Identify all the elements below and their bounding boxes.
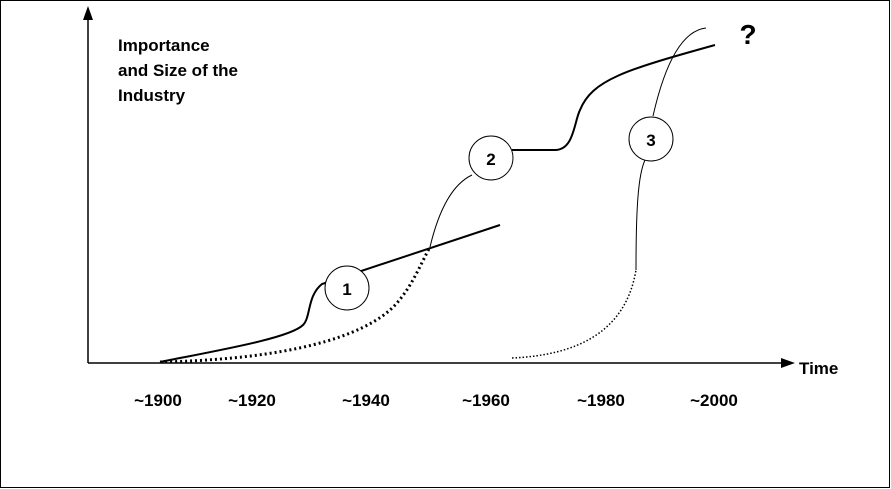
y-axis-label: and Size of the: [118, 61, 238, 80]
stage-circle: [628, 116, 674, 162]
time-label: ~1920: [228, 391, 276, 410]
curve-1: [159, 224, 501, 363]
transition-2: [429, 174, 473, 248]
time-label: ~2000: [690, 391, 738, 410]
question-mark: ?: [739, 19, 756, 50]
y-axis-label: Importance: [118, 36, 210, 55]
time-label: ~1940: [342, 391, 390, 410]
y-axis-label: Industry: [118, 86, 186, 105]
x-axis-arrow: [781, 358, 795, 368]
time-label: ~1980: [577, 391, 625, 410]
stage-label: 2: [486, 150, 495, 169]
time-label: ~1960: [462, 391, 510, 410]
stage-label: 1: [342, 280, 351, 299]
curve-3-upper: [652, 27, 707, 117]
y-axis-arrow: [83, 6, 93, 20]
stage-label: 3: [646, 131, 655, 150]
stage-circle: [324, 265, 370, 311]
emerging-curve-3: [511, 269, 637, 359]
curve-2: [512, 44, 716, 151]
x-axis-label: Time: [799, 359, 838, 378]
curve-3-lower: [635, 159, 646, 271]
stage-circle: [468, 135, 514, 181]
time-label: ~1900: [134, 391, 182, 410]
